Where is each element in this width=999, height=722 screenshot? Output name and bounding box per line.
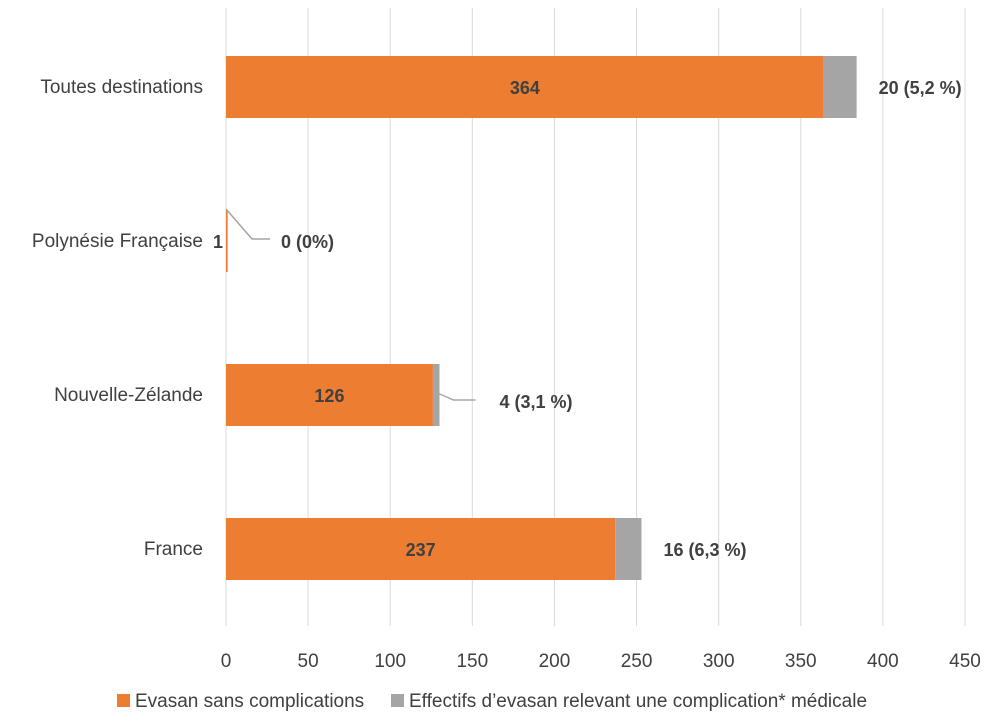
category-labels: France Nouvelle-Zélande Polynésie Français… [32, 77, 203, 560]
leader-lines [225, 208, 476, 401]
x-tick-label: 0 [221, 651, 232, 672]
bar-segment [226, 56, 824, 118]
data-label: 16 (6,3 %) [663, 540, 746, 560]
x-tick-label: 450 [949, 651, 981, 672]
data-label: 364 [510, 78, 540, 98]
x-tick-label: 100 [374, 651, 406, 672]
category-label: France [144, 539, 203, 560]
x-tick-label: 250 [621, 651, 653, 672]
x-tick-label: 400 [867, 651, 899, 672]
bars [226, 56, 857, 580]
x-tick-label: 150 [456, 651, 488, 672]
x-tick-label: 300 [703, 651, 735, 672]
legend: Evasan sans complications Effectifs d’eva… [117, 691, 867, 712]
x-tick-labels: 0 50 100 150 200 250 300 350 400 450 [221, 651, 981, 672]
data-label: 20 (5,2 %) [879, 78, 962, 98]
leader-line [225, 208, 270, 240]
data-labels: 237 16 (6,3 %) 126 4 (3,1 %) 1 0 (0%) 364 20 (5… [213, 78, 962, 560]
bar-segment [226, 210, 228, 272]
bar-segment [432, 364, 440, 426]
bar-segment [615, 518, 642, 580]
data-label: 0 (0%) [281, 232, 334, 252]
data-label: 1 [213, 232, 223, 252]
legend-swatch [391, 694, 404, 707]
x-tick-label: 350 [785, 651, 817, 672]
category-label: Toutes destinations [40, 77, 203, 98]
bar-segment [226, 364, 433, 426]
legend-label: Evasan sans complications [135, 691, 364, 712]
legend-label: Effectifs d’evasan relevant une complica… [409, 691, 867, 712]
leader-line [437, 392, 476, 401]
data-label: 237 [406, 540, 436, 560]
x-tick-label: 50 [298, 651, 319, 672]
data-label: 4 (3,1 %) [499, 392, 572, 412]
category-label: Polynésie Française [32, 231, 203, 252]
category-label: Nouvelle-Zélande [54, 385, 203, 406]
legend-swatch [117, 694, 130, 707]
bar-segment [226, 518, 616, 580]
x-tick-label: 200 [539, 651, 571, 672]
data-label: 126 [314, 386, 344, 406]
bar-segment [823, 56, 857, 118]
